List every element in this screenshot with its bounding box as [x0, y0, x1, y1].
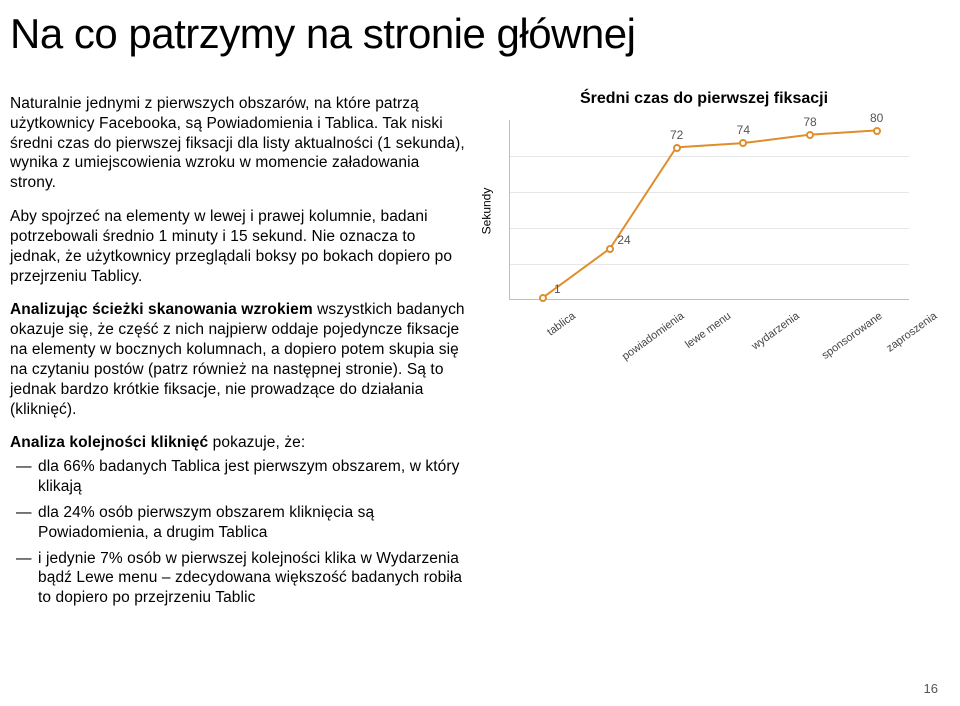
chart-value-label: 80 — [870, 111, 883, 125]
chart-value-label: 74 — [737, 123, 750, 137]
chart-column: Średni czas do pierwszej fiksacji Sekund… — [489, 94, 936, 614]
list-item: i jedynie 7% osób w pierwszej kolejności… — [10, 549, 465, 608]
bullet-list: dla 66% badanych Tablica jest pierwszym … — [10, 457, 465, 608]
chart-category-label: zaproszenia — [884, 310, 939, 355]
chart-title: Średni czas do pierwszej fiksacji — [489, 90, 919, 108]
chart-point — [806, 131, 814, 139]
chart-category-label: powiadomienia — [620, 310, 686, 363]
text-column: Naturalnie jednymi z pierwszych obszarów… — [10, 94, 465, 614]
chart-ylabel: Sekundy — [479, 188, 493, 235]
content-columns: Naturalnie jednymi z pierwszych obszarów… — [10, 94, 936, 614]
chart-point — [606, 245, 614, 253]
chart-value-label: 1 — [554, 282, 561, 296]
list-item: dla 66% badanych Tablica jest pierwszym … — [10, 457, 465, 497]
paragraph-3: Analizując ścieżki skanowania wzrokiem w… — [10, 300, 465, 419]
chart-value-label: 78 — [803, 115, 816, 129]
chart-point — [873, 127, 881, 135]
chart-value-label: 72 — [670, 128, 683, 142]
chart-category-label: sponsorowane — [820, 310, 885, 362]
paragraph-1: Naturalnie jednymi z pierwszych obszarów… — [10, 94, 465, 193]
analysis-head-bold: Analiza kolejności kliknięć — [10, 434, 208, 451]
analysis-head-tail: pokazuje, że: — [208, 434, 305, 451]
paragraph-2: Aby spojrzeć na elementy w lewej i prawe… — [10, 207, 465, 286]
chart-point — [739, 139, 747, 147]
analysis-heading: Analiza kolejności kliknięć pokazuje, że… — [10, 433, 465, 453]
page-number: 16 — [924, 681, 938, 696]
chart-point — [673, 144, 681, 152]
chart-category-label: tablica — [545, 310, 578, 338]
fixation-chart: Średni czas do pierwszej fiksacji Sekund… — [489, 94, 919, 334]
p3-rest: wszystkich badanych okazuje się, że częś… — [10, 301, 465, 417]
chart-value-label: 24 — [617, 233, 630, 247]
chart-point — [539, 294, 547, 302]
chart-category-label: wydarzenia — [750, 310, 802, 352]
chart-category-label: lewe menu — [683, 310, 733, 351]
chart-line — [544, 131, 875, 297]
p3-lead: Analizując ścieżki skanowania wzrokiem — [10, 301, 313, 318]
chart-line-svg — [510, 120, 909, 299]
page-title: Na co patrzymy na stronie głównej — [10, 10, 936, 58]
list-item: dla 24% osób pierwszym obszarem kliknięc… — [10, 503, 465, 543]
chart-plot-area: 1tablica24powiadomienia72lewe menu74wyda… — [509, 120, 909, 300]
